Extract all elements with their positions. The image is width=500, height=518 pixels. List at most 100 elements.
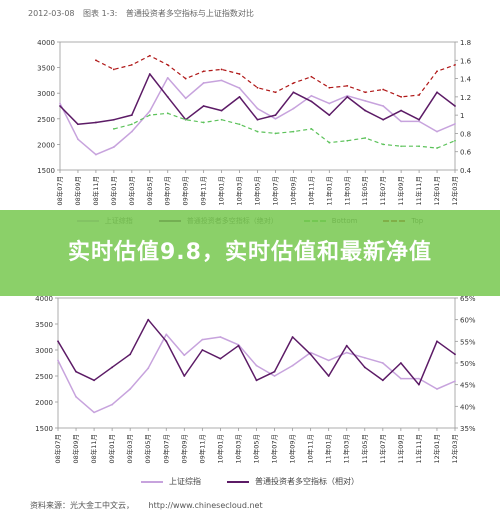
data-point [129, 353, 132, 356]
data-point [382, 105, 385, 107]
data-point [436, 70, 438, 73]
data-point [77, 138, 79, 141]
data-point [328, 114, 331, 117]
data-point [346, 95, 349, 98]
x-axis-tick-label: 11年09月 [396, 434, 405, 464]
x-axis-tick-label: 09年05月 [143, 434, 152, 464]
left-axis-tick-label: 2500 [35, 373, 53, 381]
data-point [418, 377, 420, 380]
left-axis-tick-label: 3500 [37, 65, 55, 73]
data-point [363, 356, 366, 359]
data-point [381, 362, 384, 364]
data-point [147, 318, 150, 321]
x-axis-tick-label: 08年09月 [73, 176, 82, 206]
data-point [130, 114, 133, 117]
data-point [184, 118, 187, 121]
data-point [328, 102, 331, 105]
data-point [381, 379, 384, 382]
figure-label: 图表 1-3: [83, 9, 118, 18]
x-axis-tick-label: 08年07月 [53, 434, 62, 464]
x-axis-tick-label: 11年05月 [360, 176, 369, 206]
data-point [274, 91, 277, 94]
series-line-上证综指 [59, 77, 456, 156]
left-axis-tick-label: 2000 [37, 141, 55, 149]
left-axis-tick-label: 3500 [35, 321, 53, 329]
data-point [436, 340, 438, 343]
data-point [220, 79, 223, 82]
data-point [346, 139, 349, 142]
data-point [454, 123, 456, 125]
x-axis-tick-label: 09年11月 [199, 176, 208, 206]
data-point [202, 82, 205, 84]
legend-swatch [141, 480, 163, 483]
data-point [112, 68, 115, 71]
x-axis-tick-label: 10年11月 [306, 434, 315, 464]
data-point [147, 367, 150, 370]
left-axis-tick-label: 3000 [35, 347, 53, 355]
data-point [454, 105, 456, 107]
data-point [130, 63, 133, 66]
data-point [237, 344, 240, 347]
figure-header: 2012-03-08 图表 1-3: 普通投资者多空指标与上证指数对比 [28, 8, 260, 19]
data-point [399, 377, 402, 380]
legend-label: 上证综指 [169, 477, 201, 486]
x-axis-tick-label: 09年05月 [145, 176, 154, 206]
data-point [328, 141, 331, 144]
data-point [436, 130, 438, 133]
data-point [327, 375, 330, 377]
data-point [183, 375, 186, 377]
banner-title: 实时估值9.8，实时估值和最新净值 [68, 240, 432, 265]
data-point [202, 105, 205, 107]
x-axis-tick-label: 10年01月 [215, 434, 224, 464]
legend-swatch [227, 480, 249, 483]
data-point [382, 88, 385, 91]
data-point [148, 110, 151, 113]
data-point [292, 91, 295, 94]
data-point [219, 336, 222, 338]
series-line-Bottom [113, 112, 456, 149]
data-point [77, 123, 79, 126]
data-point [400, 95, 403, 98]
right-axis-tick-label: 1.6 [460, 57, 472, 65]
chart-relative-indicator: 1500 2000 2500 3000 3500 4000 35% 40% 45% 50% 55% 6… [35, 295, 476, 464]
data-point [454, 139, 456, 142]
data-point [220, 68, 223, 71]
data-point [364, 99, 367, 102]
right-axis-tick-label: 0.6 [460, 149, 472, 157]
x-axis-tick-label: 11年03月 [342, 434, 351, 464]
data-point [345, 344, 348, 347]
source-url[interactable]: http://www.chinesecloud.net [148, 501, 263, 510]
data-point [328, 86, 331, 89]
data-point [363, 366, 366, 369]
data-point [346, 84, 349, 87]
data-point [93, 379, 95, 382]
data-point [256, 86, 259, 89]
left-axis-tick-label: 1500 [37, 167, 55, 175]
data-point [202, 70, 205, 73]
x-axis-tick-label: 11年07月 [378, 434, 387, 464]
x-axis-tick-label: 08年09月 [71, 434, 80, 464]
x-axis-tick-label: 11年09月 [396, 176, 405, 206]
data-point [238, 87, 241, 89]
x-axis-tick-label: 09年11月 [197, 434, 206, 464]
data-point [418, 145, 420, 148]
left-axis-tick-label: 4000 [35, 295, 53, 303]
x-axis-tick-label: 10年03月 [235, 176, 244, 206]
x-axis-tick-label: 12年03月 [450, 434, 459, 464]
x-axis-tick-label: 10年05月 [252, 434, 261, 464]
x-axis-tick-label: 11年01月 [324, 434, 333, 464]
x-axis-tick-label: 11年11月 [414, 434, 423, 464]
source-label: 资料来源：光大金工中文云， [30, 501, 134, 510]
data-point [274, 117, 277, 120]
legend-label: 普通投资者多空指标（相对） [255, 477, 359, 486]
right-axis-tick-label: 35% [460, 425, 476, 433]
data-point [59, 105, 61, 107]
right-axis-tick-label: 1.4 [460, 76, 472, 84]
data-point [364, 109, 367, 112]
data-point [418, 383, 420, 386]
data-point [292, 130, 295, 133]
data-point [75, 395, 77, 398]
right-axis-tick-label: 45% [460, 382, 476, 390]
x-axis-tick-label: 08年11月 [91, 176, 100, 206]
data-point [93, 411, 95, 414]
